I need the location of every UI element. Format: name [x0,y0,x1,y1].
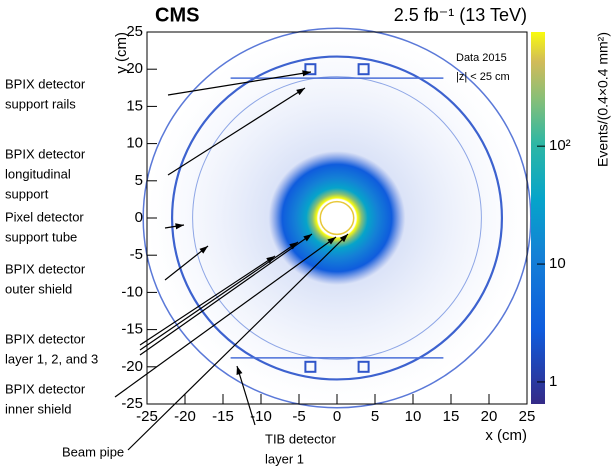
x-tick-label: 0 [333,408,341,425]
y-axis-label: y (cm) [113,32,130,74]
annotation-arrow [127,233,349,451]
x-tick-label: -5 [292,408,305,425]
y-tick-label: 5 [135,172,143,189]
annotation-arrow [139,241,299,351]
annotation-text: support tube [5,229,77,244]
chart-title: CMS [155,4,199,26]
x-axis-label: x (cm) [485,427,527,444]
annotation-text: TIB detector [265,431,336,446]
arrow-head [296,88,305,96]
arrow-head [327,237,336,245]
plot-area [142,27,532,409]
annotation-arrow [167,71,312,96]
annotation-text: inner shield [5,401,72,416]
x-tick-label: -25 [136,408,158,425]
ring [142,27,532,409]
x-tick-label: -10 [250,408,272,425]
annotation-text: support [5,186,49,201]
annotation-text: Beam pipe [62,444,124,459]
chart-subtitle: 2.5 fb⁻¹ (13 TeV) [394,5,527,25]
y-tick-label: 0 [135,209,143,226]
legend-text: |z| < 25 cm [456,71,510,83]
annotation-text: BPIX detector [5,331,86,346]
colorbar-tick-label: 10 [549,255,566,272]
rail-support [304,360,317,373]
x-tick-label: -20 [174,408,196,425]
colorbar-label: Events/(0.4×0.4 mm²) [595,32,611,167]
arrow-head [236,366,243,375]
arrow-head [199,246,208,254]
annotation-arrow [139,255,276,346]
annotation-text: layer 1, 2, and 3 [5,351,98,366]
x-tick-label: 5 [371,408,379,425]
rail-support [357,360,370,373]
annotation-arrow [139,233,313,356]
y-tick-label: -10 [121,283,143,300]
arrow-head [175,223,184,230]
y-tick-label: -25 [121,395,143,412]
x-tick-label: -15 [212,408,234,425]
annotation-text: BPIX detector [5,261,86,276]
annotation-text: BPIX detector [5,76,86,91]
annotation-arrow [114,236,337,398]
y-tick-label: 25 [126,23,143,40]
annotation-text: BPIX detector [5,381,86,396]
arrow-head [289,242,298,250]
annotation-arrow [167,87,306,176]
legend-text: Data 2015 [456,52,507,64]
rail-support [357,63,370,76]
annotation-text: longitudinal [5,166,71,181]
y-tick-label: 10 [126,135,143,152]
annotation-text: layer 1 [265,451,304,466]
y-tick-label: -15 [121,321,143,338]
x-tick-label: 15 [443,408,460,425]
y-tick-label: 20 [126,60,143,77]
x-tick-label: 20 [481,408,498,425]
arrow-head [302,70,311,77]
annotation-text: Pixel detector [5,209,84,224]
arrow-head [303,234,312,242]
annotation-text: outer shield [5,281,72,296]
y-tick-label: 15 [126,97,143,114]
ring [192,76,482,360]
annotation-text: support rails [5,96,76,111]
arrow-head [339,234,348,243]
x-tick-label: 10 [405,408,422,425]
y-tick-label: -5 [130,246,143,263]
y-tick-label: -20 [121,358,143,375]
annotation-text: BPIX detector [5,146,86,161]
annotation-arrow [164,245,209,281]
rail-support [304,63,317,76]
colorbar [531,32,545,404]
beam-pipe [319,200,355,236]
ring [170,55,504,381]
colorbar-tick-label: 10² [549,137,571,154]
x-tick-label: 25 [519,408,536,425]
colorbar-tick-label: 1 [549,373,557,390]
annotation-arrow [236,365,256,426]
arrow-head [266,256,275,264]
